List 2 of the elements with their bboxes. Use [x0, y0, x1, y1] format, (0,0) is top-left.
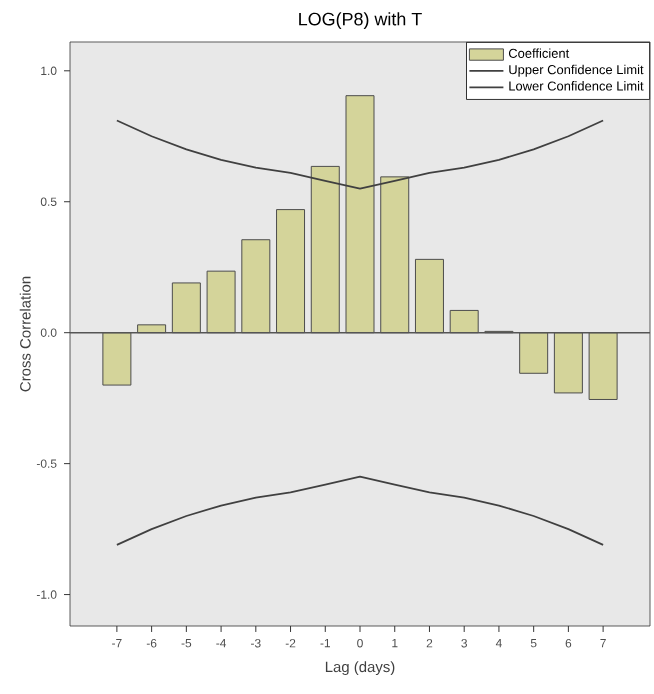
- chart-title: LOG(P8) with T: [299, 12, 422, 29]
- line-series: [115, 475, 605, 546]
